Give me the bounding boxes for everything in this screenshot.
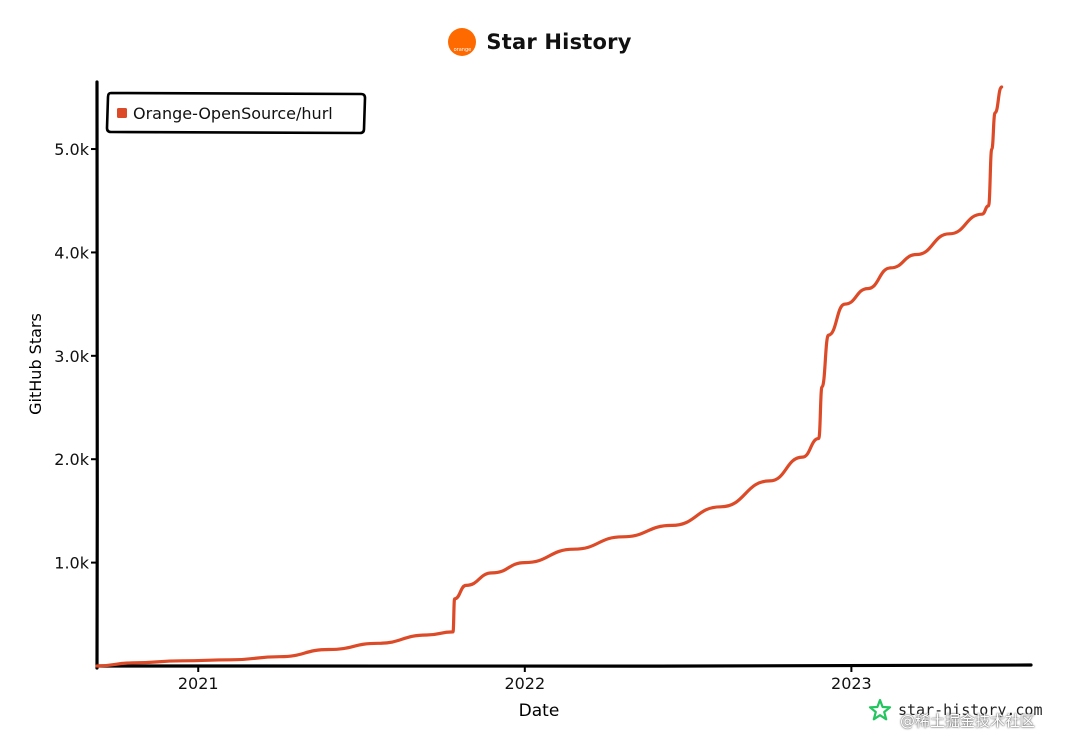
- chart-header: orange Star History: [0, 22, 1080, 62]
- y-axis-label: GitHub Stars: [26, 313, 45, 415]
- legend-label: Orange-OpenSource/hurl: [133, 104, 333, 123]
- chart-title: Star History: [486, 30, 632, 54]
- x-tick-label: 2021: [178, 674, 219, 693]
- star-icon: [868, 698, 892, 721]
- legend-box: [105, 91, 367, 135]
- orange-logo-icon: orange: [448, 28, 477, 56]
- x-tick-label: 2023: [831, 674, 872, 693]
- legend-swatch: [117, 108, 127, 118]
- x-axis-line: [95, 663, 1033, 668]
- y-tick-label: 5.0k: [54, 140, 89, 159]
- x-tick-label: 2022: [504, 674, 545, 693]
- watermark-cn-text: @稀土掘金技术社区: [900, 712, 1036, 730]
- watermark-site[interactable]: star-history.com: [868, 698, 1043, 722]
- y-tick-label: 3.0k: [54, 347, 89, 366]
- x-axis-label: Date: [519, 701, 560, 721]
- y-tick-label: 1.0k: [54, 554, 89, 573]
- watermark-site-text[interactable]: star-history.com: [898, 701, 1043, 719]
- y-axis-line: [95, 80, 99, 670]
- y-tick-label: 4.0k: [54, 243, 89, 262]
- series-line: [95, 85, 1004, 668]
- logo-label: orange: [453, 47, 472, 53]
- y-tick-label: 2.0k: [54, 450, 89, 469]
